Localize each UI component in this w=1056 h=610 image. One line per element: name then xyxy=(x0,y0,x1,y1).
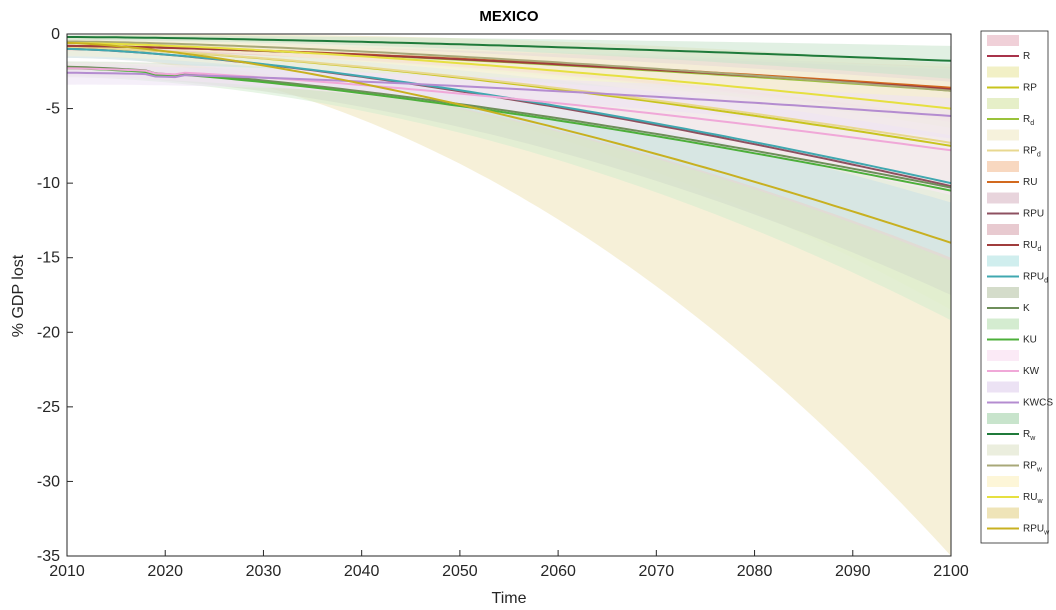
series-line-rpu-w xyxy=(67,41,951,244)
legend-swatch xyxy=(987,444,1019,456)
legend-swatch xyxy=(987,66,1019,78)
y-tick-label: 0 xyxy=(51,26,60,43)
series-line-r-w xyxy=(67,36,951,62)
y-tick-label: -5 xyxy=(46,101,60,118)
chart-title: MEXICO xyxy=(479,8,539,25)
band-r-w xyxy=(67,35,951,79)
legend-label: RUd xyxy=(1023,240,1041,253)
x-tick-label: 2090 xyxy=(835,563,871,580)
legend: RRPRdRPdRURPURUdRPUdKKUKWKWCSRwRPwRUwRPU… xyxy=(980,30,1053,544)
legend-swatch xyxy=(987,192,1019,204)
x-tick-label: 2010 xyxy=(49,563,85,580)
legend-swatch xyxy=(987,507,1019,519)
legend-swatch xyxy=(987,318,1019,330)
series-line-kw xyxy=(67,67,951,152)
x-axis: 2010 2020 2030 2040 2050 2060 2070 2080 2090 2100 xyxy=(49,550,969,580)
legend-label: RPU xyxy=(1023,209,1044,220)
x-tick-label: 2050 xyxy=(442,563,478,580)
y-tick-label: -35 xyxy=(37,548,60,565)
legend-label: RPd xyxy=(1023,146,1041,159)
legend-label: KWCS xyxy=(1023,398,1053,409)
y-tick-label: -15 xyxy=(37,250,60,267)
legend-label: RU xyxy=(1023,177,1037,188)
legend-label: RPUd xyxy=(1023,272,1048,285)
series-line-rp-w xyxy=(67,40,951,92)
x-tick-label: 2080 xyxy=(737,563,773,580)
legend-label: RPUw xyxy=(1023,524,1050,537)
legend-label: KU xyxy=(1023,335,1037,346)
x-tick-label: 2100 xyxy=(933,563,969,580)
y-tick-label: -30 xyxy=(37,473,60,490)
legend-swatch xyxy=(987,224,1019,235)
y-tick-label: -20 xyxy=(37,324,60,341)
legend-swatch xyxy=(987,381,1019,393)
series-line-rp-d xyxy=(67,46,951,144)
y-tick-label: -25 xyxy=(37,399,60,416)
series-line-kwcs xyxy=(67,71,951,117)
legend-swatch xyxy=(987,161,1019,172)
x-tick-label: 2020 xyxy=(147,563,183,580)
x-tick-label: 2060 xyxy=(540,563,576,580)
series-line-ru-w xyxy=(67,41,951,110)
legend-swatch xyxy=(987,35,1019,46)
legend-swatch xyxy=(987,413,1019,424)
legend-label: KW xyxy=(1023,366,1040,377)
x-tick-label: 2070 xyxy=(639,563,675,580)
y-axis: 0 -5 -10 -15 -20 -25 -30 -35 xyxy=(37,26,73,565)
legend-swatch xyxy=(987,255,1019,267)
lines-layer xyxy=(67,36,951,244)
series-line-ku xyxy=(67,67,951,192)
y-tick-label: -10 xyxy=(37,175,60,192)
legend-swatch xyxy=(987,287,1019,298)
x-tick-label: 2040 xyxy=(344,563,380,580)
legend-swatch xyxy=(987,98,1019,109)
x-axis-label: Time xyxy=(492,590,527,607)
x-tick-label: 2030 xyxy=(246,563,282,580)
legend-swatch xyxy=(987,350,1019,361)
legend-swatch xyxy=(987,129,1019,141)
legend-label: K xyxy=(1023,303,1030,314)
y-axis-label: % GDP lost xyxy=(10,254,27,337)
legend-swatch xyxy=(987,476,1019,487)
legend-label: R xyxy=(1023,51,1030,62)
legend-label: RP xyxy=(1023,83,1037,94)
plot-frame xyxy=(66,33,952,557)
legend-label: Rd xyxy=(1023,114,1034,127)
